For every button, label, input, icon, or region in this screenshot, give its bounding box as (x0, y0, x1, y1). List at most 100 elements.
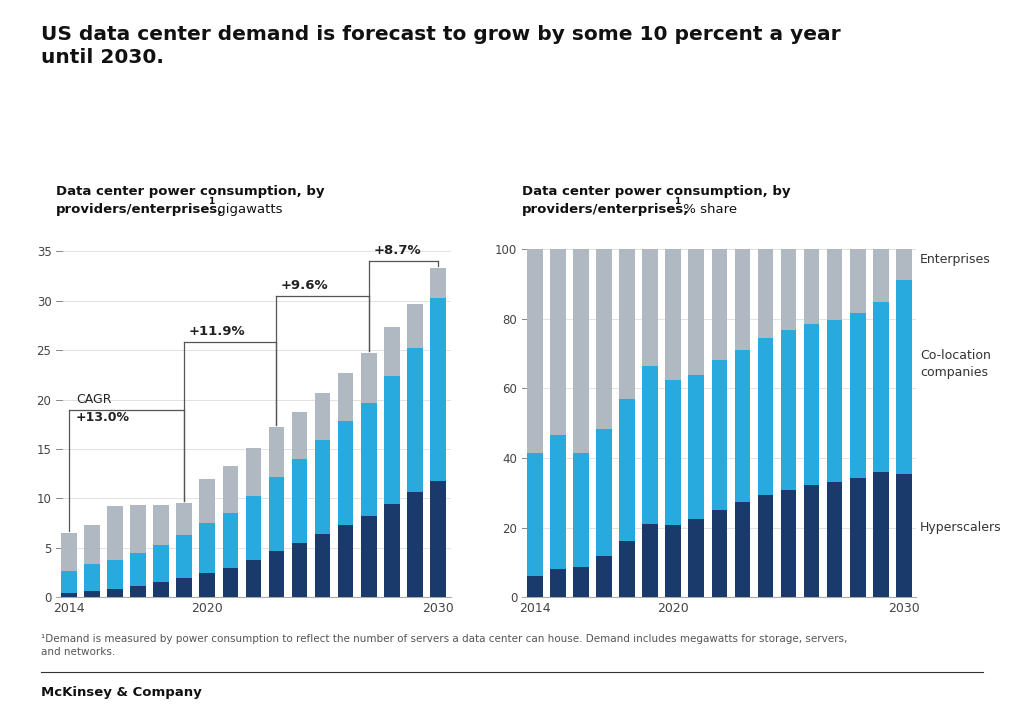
Bar (620, 541, 635, 597)
Bar (61, 571, 77, 594)
Bar (780, 249, 797, 330)
Bar (596, 556, 612, 597)
Bar (176, 535, 193, 578)
Bar (292, 411, 307, 459)
Bar (896, 474, 911, 597)
Bar (314, 392, 331, 440)
Bar (896, 249, 911, 280)
Text: +13.0%: +13.0% (76, 411, 130, 424)
Text: +8.7%: +8.7% (374, 245, 421, 257)
Text: US data center demand is forecast to grow by some 10 percent a year
until 2030.: US data center demand is forecast to gro… (41, 25, 841, 67)
Bar (550, 249, 566, 435)
Bar (804, 249, 819, 324)
Bar (573, 567, 589, 597)
Bar (642, 249, 658, 366)
Bar (200, 479, 215, 523)
Bar (314, 440, 331, 534)
Bar (527, 452, 543, 576)
Bar (176, 503, 193, 535)
Bar (872, 472, 889, 597)
Bar (407, 348, 423, 492)
Bar (734, 350, 751, 502)
Bar (338, 525, 353, 597)
Bar (292, 543, 307, 597)
Text: McKinsey & Company: McKinsey & Company (41, 686, 202, 699)
Bar (573, 453, 589, 567)
Bar (108, 560, 123, 589)
Bar (268, 476, 285, 551)
Bar (154, 583, 169, 597)
Bar (384, 505, 399, 597)
Bar (688, 519, 705, 597)
Text: Data center power consumption, by: Data center power consumption, by (522, 185, 791, 198)
Bar (360, 516, 377, 597)
Bar (826, 481, 843, 597)
Bar (222, 466, 239, 513)
Bar (222, 568, 239, 597)
Text: CAGR: CAGR (76, 392, 112, 405)
Bar (620, 399, 635, 541)
Bar (688, 375, 705, 519)
Text: Hyperscalers: Hyperscalers (920, 521, 1001, 534)
Bar (596, 429, 612, 556)
Text: Co-location
companies: Co-location companies (920, 349, 991, 379)
Bar (758, 249, 773, 338)
Bar (338, 421, 353, 525)
Bar (108, 506, 123, 560)
Bar (200, 523, 215, 573)
Bar (666, 525, 681, 597)
Bar (712, 249, 727, 360)
Bar (826, 249, 843, 319)
Bar (384, 327, 399, 376)
Bar (360, 403, 377, 516)
Bar (642, 366, 658, 524)
Bar (61, 594, 77, 597)
Text: ¹Demand is measured by power consumption to reflect the number of servers a data: ¹Demand is measured by power consumption… (41, 634, 847, 657)
Bar (200, 573, 215, 597)
Bar (734, 249, 751, 350)
Bar (130, 505, 146, 553)
Bar (338, 373, 353, 421)
Bar (734, 502, 751, 597)
Bar (268, 551, 285, 597)
Bar (758, 495, 773, 597)
Bar (246, 448, 261, 495)
Bar (666, 249, 681, 379)
Bar (666, 379, 681, 525)
Bar (314, 534, 331, 597)
Text: 1: 1 (674, 197, 680, 206)
Bar (804, 485, 819, 597)
Bar (407, 304, 423, 348)
Bar (176, 578, 193, 597)
Bar (430, 298, 445, 481)
Bar (108, 589, 123, 597)
Text: 1: 1 (208, 197, 214, 206)
Bar (688, 249, 705, 375)
Bar (84, 564, 100, 592)
Text: +9.6%: +9.6% (282, 279, 329, 292)
Bar (780, 489, 797, 597)
Bar (712, 360, 727, 510)
Bar (154, 505, 169, 545)
Text: Data center power consumption, by: Data center power consumption, by (56, 185, 325, 198)
Bar (130, 586, 146, 597)
Bar (130, 553, 146, 586)
Bar (642, 524, 658, 597)
Bar (154, 545, 169, 583)
Bar (712, 510, 727, 597)
Bar (850, 249, 865, 313)
Bar (61, 533, 77, 571)
Bar (222, 513, 239, 568)
Text: +11.9%: +11.9% (188, 325, 246, 338)
Bar (384, 376, 399, 505)
Bar (268, 427, 285, 476)
Bar (850, 313, 865, 478)
Text: providers/enterprises,: providers/enterprises, (522, 203, 689, 216)
Bar (896, 280, 911, 474)
Bar (850, 478, 865, 597)
Bar (84, 525, 100, 564)
Bar (872, 249, 889, 302)
Bar (246, 560, 261, 597)
Bar (527, 249, 543, 452)
Bar (360, 353, 377, 403)
